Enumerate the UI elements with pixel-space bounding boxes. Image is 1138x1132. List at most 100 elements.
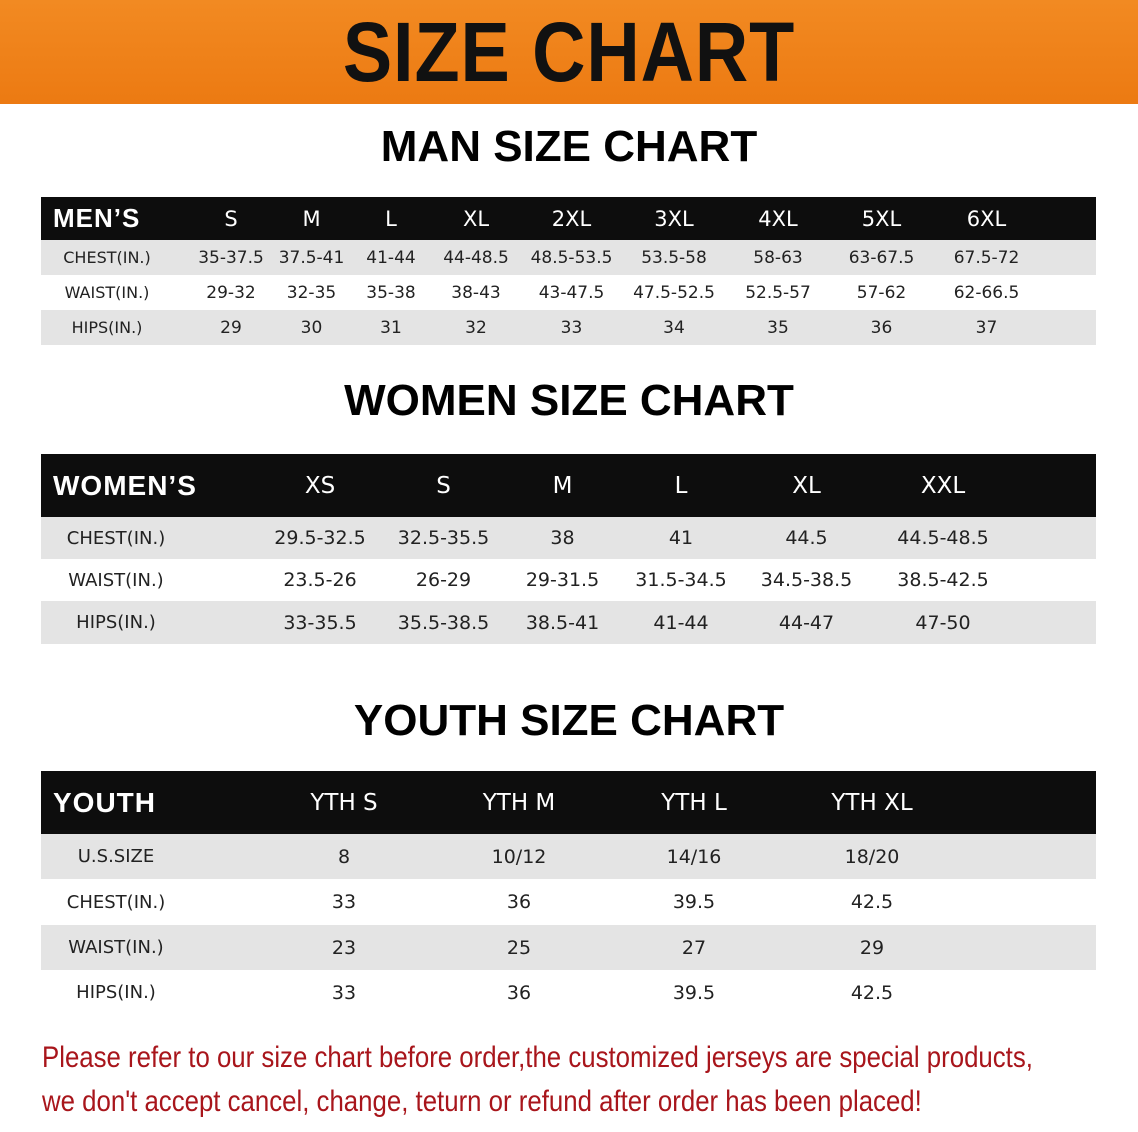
size-column-header: 5XL bbox=[861, 206, 902, 231]
table-row: HIPS(IN.) 33-35.5 35.5-38.5 38.5-41 41-44 44-… bbox=[41, 601, 1096, 644]
size-column-header: XXL bbox=[920, 472, 966, 499]
size-column-header: S bbox=[436, 472, 451, 499]
table-cell: 38-43 bbox=[451, 282, 501, 303]
table-cell: 33 bbox=[560, 317, 583, 338]
row-label: U.S.SIZE bbox=[77, 846, 155, 867]
table-cell: 34 bbox=[663, 317, 685, 338]
size-column-header: YTH XL bbox=[831, 789, 913, 816]
women-size-table: WOMEN’S XS S M L XL XXL CHEST(IN.) 29.5-32.5 32.5… bbox=[41, 454, 1096, 644]
table-cell: 47-50 bbox=[915, 611, 971, 634]
order-notice: Please refer to our size chart before or… bbox=[42, 1036, 1126, 1124]
table-cell: 63-67.5 bbox=[848, 247, 915, 268]
table-cell: 32 bbox=[465, 317, 487, 338]
size-column-header: S bbox=[224, 206, 238, 231]
banner-title: SIZE CHART bbox=[342, 4, 796, 99]
table-cell: 34.5-38.5 bbox=[760, 569, 853, 591]
row-label: HIPS(IN.) bbox=[71, 318, 143, 337]
table-header-row: YOUTH YTH S YTH M YTH L YTH XL bbox=[41, 771, 1096, 834]
table-cell: 41-44 bbox=[366, 247, 416, 268]
table-row: CHEST(IN.) 29.5-32.5 32.5-35.5 38 41 44.5 44.5… bbox=[41, 517, 1096, 559]
size-column-header: XL bbox=[792, 472, 821, 499]
table-cell: 29 bbox=[220, 317, 242, 338]
size-column-header: YTH S bbox=[310, 789, 378, 816]
table-cell: 44.5-48.5 bbox=[897, 527, 989, 549]
table-cell: 30 bbox=[300, 317, 323, 338]
size-column-header: L bbox=[674, 472, 688, 499]
table-cell: 14/16 bbox=[666, 845, 722, 868]
size-column-header: 3XL bbox=[654, 206, 694, 231]
table-cell: 44-47 bbox=[778, 611, 835, 634]
table-cell: 42.5 bbox=[850, 981, 894, 1004]
table-cell: 57-62 bbox=[856, 282, 907, 303]
table-cell: 39.5 bbox=[672, 981, 716, 1004]
size-column-header: YTH L bbox=[661, 789, 727, 816]
row-label: CHEST(IN.) bbox=[63, 248, 151, 267]
table-cell: 43-47.5 bbox=[538, 282, 605, 303]
women-section-title: WOMEN SIZE CHART bbox=[344, 376, 794, 425]
table-cell: 23.5-26 bbox=[283, 569, 357, 591]
size-column-header: M bbox=[552, 472, 573, 499]
table-cell: 52.5-57 bbox=[745, 282, 811, 303]
row-label: WAIST(IN.) bbox=[68, 569, 164, 591]
size-column-header: 2XL bbox=[551, 206, 592, 231]
table-header-label: MEN’S bbox=[53, 203, 141, 233]
table-cell: 29 bbox=[859, 936, 885, 959]
row-label: CHEST(IN.) bbox=[66, 527, 166, 549]
row-label: CHEST(IN.) bbox=[66, 891, 166, 913]
table-row: WAIST(IN.) 23.5-26 26-29 29-31.5 31.5-34.5 34… bbox=[41, 559, 1096, 601]
table-cell: 35-38 bbox=[366, 282, 416, 303]
size-column-header: L bbox=[385, 206, 397, 231]
table-cell: 42.5 bbox=[850, 891, 894, 913]
table-cell: 38.5-42.5 bbox=[897, 569, 989, 591]
table-cell: 27 bbox=[681, 936, 707, 959]
youth-size-table: YOUTH YTH S YTH M YTH L YTH XL U.S.SIZE 8 10/12… bbox=[41, 771, 1096, 1015]
table-cell: 26-29 bbox=[415, 569, 472, 591]
table-cell: 36 bbox=[870, 317, 893, 338]
table-cell: 37 bbox=[975, 317, 998, 338]
notice-line-2: we don't accept cancel, change, teturn o… bbox=[42, 1085, 922, 1118]
table-cell: 32-35 bbox=[286, 282, 337, 303]
men-section-title: MAN SIZE CHART bbox=[380, 122, 758, 171]
table-row: CHEST(IN.) 35-37.5 37.5-41 41-44 44-48.5 48.5… bbox=[41, 240, 1096, 275]
table-cell: 62-66.5 bbox=[953, 282, 1020, 303]
row-label: HIPS(IN.) bbox=[76, 612, 156, 633]
table-cell: 58-63 bbox=[753, 247, 803, 268]
row-label: HIPS(IN.) bbox=[76, 982, 156, 1003]
table-cell: 36 bbox=[506, 981, 532, 1004]
table-cell: 35.5-38.5 bbox=[397, 611, 490, 634]
table-header-row: WOMEN’S XS S M L XL XXL bbox=[41, 454, 1096, 517]
table-cell: 33-35.5 bbox=[283, 611, 357, 634]
table-cell: 37.5-41 bbox=[278, 247, 345, 268]
table-cell: 10/12 bbox=[491, 845, 547, 868]
table-cell: 8 bbox=[337, 845, 351, 868]
table-cell: 35 bbox=[767, 317, 789, 338]
size-column-header: YTH M bbox=[482, 789, 556, 816]
table-row: CHEST(IN.) 33 36 39.5 42.5 bbox=[41, 879, 1096, 925]
size-column-header: XL bbox=[462, 206, 490, 231]
table-row: WAIST(IN.) 23 25 27 29 bbox=[41, 925, 1096, 970]
table-cell: 67.5-72 bbox=[953, 247, 1020, 268]
table-cell: 29-32 bbox=[206, 282, 256, 303]
table-cell: 38.5-41 bbox=[525, 611, 600, 634]
table-cell: 47.5-52.5 bbox=[633, 282, 715, 303]
row-label: WAIST(IN.) bbox=[64, 283, 150, 302]
size-column-header: XS bbox=[304, 472, 336, 499]
table-header-row: MEN’S S M L XL 2XL 3XL 4XL 5XL 6XL bbox=[41, 197, 1096, 240]
table-cell: 41-44 bbox=[653, 611, 709, 634]
row-label: WAIST(IN.) bbox=[68, 937, 164, 958]
size-column-header: 4XL bbox=[758, 206, 798, 231]
table-cell: 25 bbox=[506, 936, 532, 959]
table-cell: 32.5-35.5 bbox=[397, 527, 490, 549]
table-cell: 48.5-53.5 bbox=[530, 247, 613, 268]
table-cell: 18/20 bbox=[844, 845, 900, 868]
table-cell: 36 bbox=[506, 891, 532, 913]
table-cell: 29-31.5 bbox=[525, 569, 600, 591]
table-cell: 31.5-34.5 bbox=[635, 569, 727, 591]
table-cell: 44.5 bbox=[785, 527, 828, 549]
table-cell: 41 bbox=[668, 527, 694, 549]
notice-line-1: Please refer to our size chart before or… bbox=[42, 1041, 1033, 1074]
table-cell: 39.5 bbox=[672, 891, 716, 913]
table-row: HIPS(IN.) 33 36 39.5 42.5 bbox=[41, 970, 1096, 1015]
men-size-table: MEN’S S M L XL 2XL 3XL 4XL 5XL 6XL CHEST(IN.) 35-37… bbox=[41, 197, 1096, 345]
table-cell: 38 bbox=[550, 527, 575, 549]
